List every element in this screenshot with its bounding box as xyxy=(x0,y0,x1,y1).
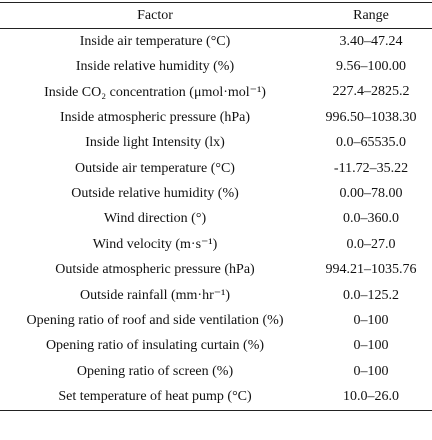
range-cell: 0–100 xyxy=(353,363,389,379)
table-row: Inside atmospheric pressure (hPa) 996.50–… xyxy=(0,105,432,130)
factor-cell: Inside CO₂ concentration (μmol·mol⁻¹) xyxy=(44,84,266,100)
table-row: Outside rainfall (mm·hr⁻¹) 0.0–125.2 xyxy=(0,283,432,308)
factor-cell: Outside relative humidity (%) xyxy=(71,186,239,202)
table-header: Factor Range xyxy=(0,2,432,29)
factor-cell: Inside relative humidity (%) xyxy=(75,59,235,75)
range-cell: 0.0–27.0 xyxy=(346,236,396,252)
range-cell: 0–100 xyxy=(353,338,389,354)
table-row: Inside relative humidity (%) 9.56–100.00 xyxy=(0,54,432,79)
factor-cell: Outside rainfall (mm·hr⁻¹) xyxy=(80,288,230,304)
factor-cell: Opening ratio of roof and side ventilati… xyxy=(26,312,284,328)
data-table: Factor Range Inside air temperature (°C)… xyxy=(0,2,432,411)
range-cell: 10.0–26.0 xyxy=(310,384,432,411)
range-cell: 3.40–47.24 xyxy=(339,33,403,49)
range-cell: 0.00–78.00 xyxy=(339,186,403,202)
range-cell: -11.72–35.22 xyxy=(333,160,409,176)
table-row: Opening ratio of insulating curtain (%) 0… xyxy=(0,334,432,359)
range-cell: 0.0–125.2 xyxy=(343,287,399,303)
range-cell: 0.0–360.0 xyxy=(343,211,399,227)
table-row: Opening ratio of roof and side ventilati… xyxy=(0,308,432,333)
header-row: Factor Range xyxy=(0,2,432,29)
column-header: Range xyxy=(310,2,432,29)
column-header: Factor xyxy=(0,2,310,29)
factor-cell: Outside atmospheric pressure (hPa) xyxy=(55,262,255,278)
factor-cell: Set temperature of heat pump (°C) xyxy=(0,384,310,411)
range-cell: 227.4–2825.2 xyxy=(332,84,410,100)
factor-cell: Opening ratio of screen (%) xyxy=(76,363,234,379)
factor-cell: Inside light Intensity (lx) xyxy=(85,135,225,151)
table-row: Outside air temperature (°C) -11.72–35.22 xyxy=(0,156,432,181)
table-row: Wind velocity (m·s⁻¹) 0.0–27.0 xyxy=(0,232,432,257)
table-row: Set temperature of heat pump (°C) 10.0–26… xyxy=(0,384,432,411)
table-row: Wind direction (°) 0.0–360.0 xyxy=(0,207,432,232)
range-cell: 0.0–65535.0 xyxy=(336,135,406,151)
range-cell: 996.50–1038.30 xyxy=(325,109,417,125)
factor-cell: Opening ratio of insulating curtain (%) xyxy=(45,338,265,354)
table-row: Outside atmospheric pressure (hPa) 994.21… xyxy=(0,258,432,283)
factor-cell: Inside air temperature (°C) xyxy=(79,33,231,49)
factor-cell: Outside air temperature (°C) xyxy=(75,160,235,176)
table-row: Inside air temperature (°C) 3.40–47.24 xyxy=(0,29,432,55)
table-row: Outside relative humidity (%) 0.00–78.00 xyxy=(0,181,432,206)
table-row: Inside CO₂ concentration (μmol·mol⁻¹) 227… xyxy=(0,80,432,105)
factor-cell: Inside atmospheric pressure (hPa) xyxy=(59,109,251,125)
table-row: Inside light Intensity (lx) 0.0–65535.0 xyxy=(0,131,432,156)
range-cell: 9.56–100.00 xyxy=(336,59,406,75)
table-body: Inside air temperature (°C) 3.40–47.24 Ins… xyxy=(0,29,432,411)
range-cell: 994.21–1035.76 xyxy=(325,262,417,278)
range-cell: 0–100 xyxy=(353,312,389,328)
table-row: Opening ratio of screen (%) 0–100 xyxy=(0,359,432,384)
factor-cell: Wind velocity (m·s⁻¹) xyxy=(92,237,218,253)
factor-cell: Wind direction (°) xyxy=(103,211,207,227)
